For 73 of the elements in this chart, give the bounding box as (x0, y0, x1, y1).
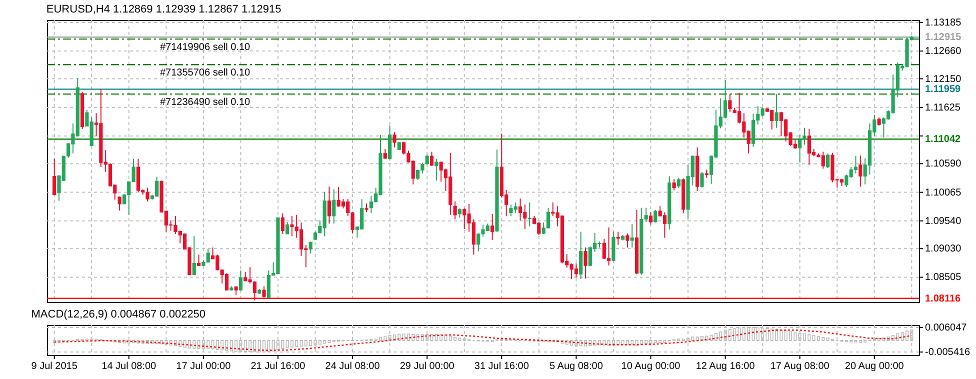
candlestick (388, 125, 392, 160)
x-tick-label: 29 Jul 00:00 (400, 361, 455, 372)
x-tick-label: 24 Jul 08:00 (325, 361, 380, 372)
candlestick (52, 158, 56, 196)
y-tick-label: 1.10065 (925, 187, 962, 198)
y-tick-label: 1.13185 (925, 17, 962, 28)
candlestick (858, 155, 862, 188)
x-tick-label: 12 Aug 16:00 (696, 361, 756, 372)
x-tick-label: 17 Aug 08:00 (770, 361, 830, 372)
x-tick-label: 14 Jul 08:00 (102, 361, 157, 372)
candlestick (616, 231, 620, 246)
x-tick-label: 31 Jul 16:00 (474, 361, 530, 372)
candlestick (490, 213, 494, 240)
candlestick (700, 171, 704, 188)
candlestick (826, 152, 830, 169)
ref-line-label: #71236490 sell 0.10 (160, 97, 251, 108)
candlestick (434, 158, 438, 182)
candlestick (458, 208, 462, 218)
candlestick (751, 113, 756, 148)
candlestick (798, 134, 802, 164)
y-tick-label: 1.10590 (925, 158, 962, 170)
x-tick-label: 9 Jul 2015 (31, 361, 78, 372)
chart-title: MACD(12,26,9) 0.004867 0.002250 (31, 308, 206, 320)
candlestick (854, 156, 858, 174)
candlestick (672, 178, 676, 191)
candlestick (779, 112, 784, 136)
ref-line-label: #71419906 sell 0.10 (160, 42, 251, 54)
candlestick (383, 148, 387, 160)
ref-line-label: 1.11959 (925, 84, 962, 96)
candlestick (118, 196, 122, 212)
ref-line-label: #71355706 sell 0.10 (160, 68, 251, 79)
candlestick (626, 232, 630, 248)
candlestick (802, 127, 806, 146)
candlestick (774, 94, 778, 128)
y-tick-label: 1.12150 (925, 74, 962, 85)
candlestick (612, 231, 616, 262)
x-tick-label: 10 Aug 00:00 (621, 361, 681, 372)
candlestick (327, 186, 332, 224)
y-tick-label: 1.08505 (925, 272, 962, 284)
candlestick (280, 212, 284, 234)
candlestick (528, 202, 532, 227)
y-tick-label: 1.09030 (925, 244, 962, 255)
y-tick-label: 1.12660 (925, 46, 962, 58)
candlestick (262, 286, 266, 298)
candlestick (332, 188, 336, 224)
candlestick (654, 209, 658, 224)
candlestick (238, 270, 243, 292)
candlestick (648, 212, 653, 226)
ref-line-label: 1.08116 (925, 293, 962, 304)
candlestick (430, 151, 434, 166)
line-series (54, 330, 912, 351)
ref-line-label: 1.12915 (925, 32, 962, 44)
y-tick-label: -0.005416 (925, 347, 970, 358)
candlestick (425, 154, 429, 166)
candlestick (579, 231, 583, 280)
x-tick-label: 5 Aug 08:00 (549, 361, 604, 372)
y-tick-label: 1.11625 (925, 102, 961, 114)
candlestick (676, 177, 680, 189)
candlestick (728, 94, 732, 113)
candlestick (192, 236, 196, 276)
candlestick (453, 200, 457, 220)
candlestick (308, 241, 312, 254)
candlestick (630, 224, 634, 248)
ref-line-label: 1.11042 (925, 134, 962, 146)
y-tick-label: 0.006047 (925, 322, 968, 334)
x-tick-label: 21 Jul 16:00 (250, 361, 306, 372)
candlestick (584, 247, 588, 280)
x-tick-label: 17 Jul 00:00 (176, 361, 232, 372)
y-tick-label: 1.09540 (925, 216, 962, 227)
chart-title: EURUSD,H4 1.12869 1.12939 1.12867 1.12915 (46, 3, 282, 16)
candlestick (286, 221, 290, 234)
candlestick (392, 132, 396, 148)
x-tick-label: 20 Aug 00:00 (844, 361, 904, 372)
